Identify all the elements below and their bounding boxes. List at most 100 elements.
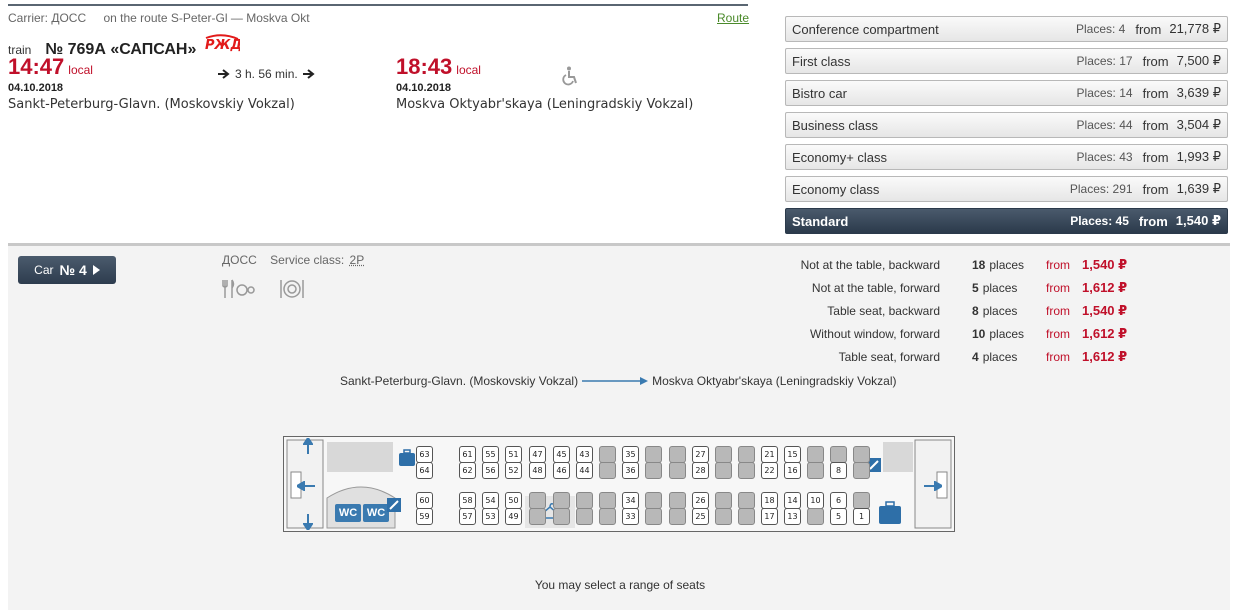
class-name: Business class — [792, 117, 878, 133]
seat[interactable]: 14 — [784, 492, 801, 509]
class-list: Conference compartment Places: 4 from 21,77… — [785, 16, 1228, 240]
class-option[interactable]: Economy class Places: 291 from 1,639 ₽ — [785, 176, 1228, 202]
arrow-down-icon — [303, 514, 313, 530]
wc-sign: WC — [335, 504, 361, 522]
seat[interactable]: 13 — [784, 508, 801, 525]
seat[interactable]: 64 — [416, 462, 433, 479]
seat[interactable]: 52 — [505, 462, 522, 479]
class-name: Bistro car — [792, 85, 847, 101]
class-name: Economy+ class — [792, 149, 888, 165]
seat[interactable]: 49 — [505, 508, 522, 525]
seat-category-price: 1,612 ₽ — [1082, 348, 1128, 364]
seat-category-row: Without window, forward 10 places from 1,612… — [760, 322, 1150, 345]
direction-row: Sankt-Peterburg-Glavn. (Moskovskiy Vokza… — [340, 374, 940, 388]
seat-category-price: 1,612 ₽ — [1082, 325, 1128, 341]
seat[interactable]: 46 — [553, 462, 570, 479]
seat — [553, 492, 570, 509]
class-option[interactable]: First class Places: 17 from 7,500 ₽ — [785, 48, 1228, 74]
arrival-block: 18:43 local 04.10.2018 Moskva Oktyabr'ska… — [396, 54, 693, 112]
rzd-logo: РЖД — [205, 34, 240, 53]
seat[interactable]: 8 — [830, 462, 847, 479]
seat-category-from: from — [1046, 349, 1070, 364]
seat[interactable]: 61 — [459, 446, 476, 463]
seat-category-list: Not at the table, backward 18 places from 1,… — [760, 253, 1150, 368]
arrow-up-icon — [303, 438, 313, 454]
seat[interactable]: 44 — [576, 462, 593, 479]
seat[interactable]: 60 — [416, 492, 433, 509]
seat[interactable]: 33 — [622, 508, 639, 525]
seat[interactable]: 55 — [482, 446, 499, 463]
seat[interactable]: 22 — [761, 462, 778, 479]
departure-station: Sankt-Peterburg-Glavn. (Moskovskiy Vokza… — [8, 97, 295, 112]
chevron-right-icon — [92, 265, 100, 275]
class-option[interactable]: Conference compartment Places: 4 from 21,77… — [785, 16, 1228, 42]
selection-hint: You may select a range of seats — [534, 578, 706, 592]
arrival-time: 18:43 — [396, 54, 453, 79]
seat[interactable]: 48 — [529, 462, 546, 479]
seat[interactable]: 50 — [505, 492, 522, 509]
seat[interactable]: 34 — [622, 492, 639, 509]
seat[interactable]: 26 — [692, 492, 709, 509]
seat[interactable]: 17 — [761, 508, 778, 525]
direction-from: Sankt-Peterburg-Glavn. (Moskovskiy Vokza… — [340, 374, 579, 388]
route-link[interactable]: Route — [717, 11, 750, 25]
seat[interactable]: 58 — [459, 492, 476, 509]
seat-category-from: from — [1046, 280, 1070, 295]
seat — [853, 462, 870, 479]
seat[interactable]: 54 — [482, 492, 499, 509]
seat[interactable]: 59 — [416, 508, 433, 525]
seat[interactable]: 56 — [482, 462, 499, 479]
seat[interactable]: 43 — [576, 446, 593, 463]
seat[interactable]: 51 — [505, 446, 522, 463]
socket-icon — [387, 498, 401, 512]
seat[interactable]: 63 — [416, 446, 433, 463]
seat[interactable]: 35 — [622, 446, 639, 463]
trip-duration: 3 h. 56 min. — [235, 67, 298, 81]
class-option[interactable]: Business class Places: 44 from 3,504 ₽ — [785, 112, 1228, 138]
class-option[interactable]: Economy+ class Places: 43 from 1,993 ₽ — [785, 144, 1228, 170]
seat[interactable]: 47 — [529, 446, 546, 463]
seat[interactable]: 27 — [692, 446, 709, 463]
seat[interactable]: 10 — [807, 492, 824, 509]
carrier-info: Carrier: ДОСС on the route S-Peter-Gl — … — [8, 11, 324, 25]
class-from: from — [1142, 53, 1169, 69]
seat[interactable]: 25 — [692, 508, 709, 525]
seat — [529, 492, 546, 509]
service-class-value[interactable]: 2P — [349, 253, 365, 267]
departure-time: 14:47 — [8, 54, 65, 79]
seat[interactable]: 53 — [482, 508, 499, 525]
class-option[interactable]: Standard Places: 45 from 1,540 ₽ — [785, 208, 1228, 234]
seat — [669, 508, 686, 525]
class-from: from — [1138, 213, 1168, 229]
class-option[interactable]: Bistro car Places: 14 from 3,639 ₽ — [785, 80, 1228, 106]
seat[interactable]: 6 — [830, 492, 847, 509]
seat — [645, 462, 662, 479]
class-places: Places: 45 — [1070, 214, 1129, 228]
seat[interactable]: 5 — [830, 508, 847, 525]
arrow-right-icon — [218, 69, 230, 79]
class-price: 3,639 ₽ — [1176, 85, 1221, 100]
seat-category-label: Table seat, forward — [838, 349, 940, 364]
car-prefix: Car — [34, 263, 54, 277]
seat[interactable]: 45 — [553, 446, 570, 463]
class-name: Conference compartment — [792, 21, 939, 37]
class-from: from — [1142, 117, 1169, 133]
seat — [738, 492, 755, 509]
seat[interactable]: 1 — [853, 508, 870, 525]
seat[interactable]: 62 — [459, 462, 476, 479]
carrier-label: Carrier: ДОСС — [8, 11, 87, 25]
service-icons — [222, 278, 312, 300]
seat — [645, 508, 662, 525]
seat[interactable]: 36 — [622, 462, 639, 479]
seat[interactable]: 18 — [761, 492, 778, 509]
seat-category-price: 1,540 ₽ — [1082, 302, 1128, 318]
svg-text:РЖД: РЖД — [205, 38, 240, 53]
seat[interactable]: 21 — [761, 446, 778, 463]
seat[interactable]: 15 — [784, 446, 801, 463]
car-selector-button[interactable]: Car № 4 — [18, 256, 116, 284]
seat[interactable]: 28 — [692, 462, 709, 479]
seat-category-label: Not at the table, forward — [811, 280, 940, 295]
seat[interactable]: 57 — [459, 508, 476, 525]
seat-unit: places — [982, 303, 1018, 318]
seat[interactable]: 16 — [784, 462, 801, 479]
